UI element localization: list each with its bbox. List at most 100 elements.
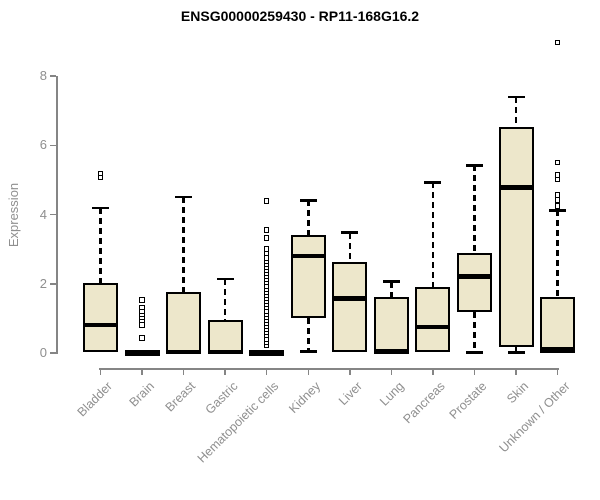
box-gastric bbox=[207, 319, 243, 353]
box-bladder bbox=[83, 282, 118, 353]
upper-whisker bbox=[556, 210, 559, 297]
outlier-point bbox=[139, 322, 145, 328]
upper-whisker bbox=[223, 278, 227, 320]
median-line bbox=[249, 349, 285, 355]
upper-whisker bbox=[431, 182, 435, 287]
upper-whisker-cap bbox=[299, 199, 317, 202]
outlier-point bbox=[554, 172, 561, 178]
y-tick-label: 2 bbox=[39, 275, 47, 291]
box-prostate bbox=[456, 252, 492, 312]
outlier-point bbox=[263, 246, 270, 252]
upper-whisker-cap bbox=[549, 209, 567, 212]
x-tick bbox=[265, 368, 268, 375]
upper-whisker bbox=[348, 232, 352, 262]
median-line bbox=[456, 274, 492, 280]
x-tick-label: Skin bbox=[503, 379, 531, 407]
lower-whisker-cap bbox=[299, 350, 317, 353]
box-liver bbox=[332, 261, 368, 353]
outlier-point bbox=[263, 198, 270, 204]
box-skin bbox=[498, 126, 534, 348]
upper-whisker-cap bbox=[341, 231, 359, 234]
y-tick-label: 0 bbox=[39, 345, 47, 360]
lower-whisker-cap bbox=[465, 351, 483, 354]
x-tick bbox=[141, 368, 143, 375]
y-tick-label: 4 bbox=[39, 206, 47, 222]
x-tick bbox=[349, 368, 351, 375]
upper-whisker bbox=[182, 196, 185, 292]
median-line bbox=[290, 253, 326, 259]
x-tick bbox=[390, 368, 393, 375]
upper-whisker bbox=[307, 200, 310, 235]
outlier-point bbox=[554, 159, 561, 166]
median-line bbox=[415, 324, 451, 330]
upper-whisker-cap bbox=[216, 277, 234, 281]
outlier-point bbox=[97, 170, 104, 177]
y-tick bbox=[50, 352, 56, 354]
y-tick bbox=[50, 283, 56, 285]
median-line bbox=[540, 347, 576, 353]
x-tick bbox=[515, 368, 517, 375]
x-tick-label: Brain bbox=[126, 379, 157, 410]
chart-title: ENSG00000259430 - RP11-168G16.2 bbox=[180, 8, 420, 24]
upper-whisker bbox=[473, 165, 476, 253]
x-tick-label: Unknown / Other bbox=[496, 379, 573, 456]
y-tick bbox=[50, 213, 56, 216]
x-tick bbox=[307, 368, 309, 375]
box-lung bbox=[373, 296, 409, 353]
upper-whisker-cap bbox=[382, 280, 400, 283]
x-tick-label: Bladder bbox=[75, 379, 116, 420]
y-tick-label: 6 bbox=[39, 137, 47, 153]
y-tick-label: 8 bbox=[39, 68, 47, 83]
upper-whisker-cap bbox=[465, 164, 483, 167]
median-line bbox=[124, 349, 160, 355]
y-tick bbox=[50, 75, 56, 77]
upper-whisker-cap bbox=[507, 95, 525, 99]
x-tick-label: Gastric bbox=[202, 379, 241, 417]
median-line bbox=[166, 349, 202, 355]
upper-whisker bbox=[514, 97, 518, 127]
x-tick-label: Lung bbox=[376, 379, 407, 409]
upper-whisker bbox=[99, 207, 102, 283]
outlier-point bbox=[554, 39, 561, 46]
outlier-point bbox=[263, 235, 270, 241]
outlier-point bbox=[139, 304, 145, 311]
outlier-point bbox=[554, 197, 561, 203]
x-tick-label: Liver bbox=[335, 379, 365, 409]
outlier-point bbox=[263, 227, 270, 233]
x-axis bbox=[99, 368, 559, 370]
x-tick bbox=[182, 368, 185, 375]
x-tick-label: Breast bbox=[163, 379, 199, 415]
median-line bbox=[373, 348, 409, 354]
x-tick bbox=[224, 368, 226, 375]
x-tick-label: Kidney bbox=[286, 379, 324, 416]
lower-whisker-cap bbox=[507, 351, 525, 354]
x-tick bbox=[99, 368, 102, 375]
lower-whisker bbox=[514, 347, 518, 353]
x-tick bbox=[432, 368, 434, 375]
upper-whisker-cap bbox=[92, 206, 109, 210]
upper-whisker-cap bbox=[424, 181, 442, 184]
x-tick bbox=[556, 368, 559, 375]
outlier-point bbox=[554, 192, 561, 198]
x-tick bbox=[473, 368, 476, 375]
x-tick-label: Hematopoietic cells bbox=[195, 379, 282, 466]
median-line bbox=[207, 349, 243, 355]
median-line bbox=[83, 322, 118, 328]
upper-whisker-cap bbox=[175, 195, 193, 199]
box-unknown-other bbox=[540, 296, 576, 353]
box-kidney bbox=[290, 234, 326, 319]
x-tick-label: Pancreas bbox=[400, 379, 448, 427]
outlier-point bbox=[554, 203, 561, 209]
y-axis bbox=[56, 76, 58, 354]
lower-whisker bbox=[473, 311, 476, 353]
outlier-point bbox=[139, 297, 145, 303]
median-line bbox=[332, 296, 368, 302]
upper-whisker bbox=[390, 281, 393, 297]
outlier-point bbox=[139, 335, 145, 341]
y-tick bbox=[50, 144, 56, 146]
median-line bbox=[498, 185, 534, 190]
box-breast bbox=[166, 291, 202, 353]
x-tick-label: Prostate bbox=[446, 379, 490, 422]
lower-whisker bbox=[307, 318, 310, 352]
